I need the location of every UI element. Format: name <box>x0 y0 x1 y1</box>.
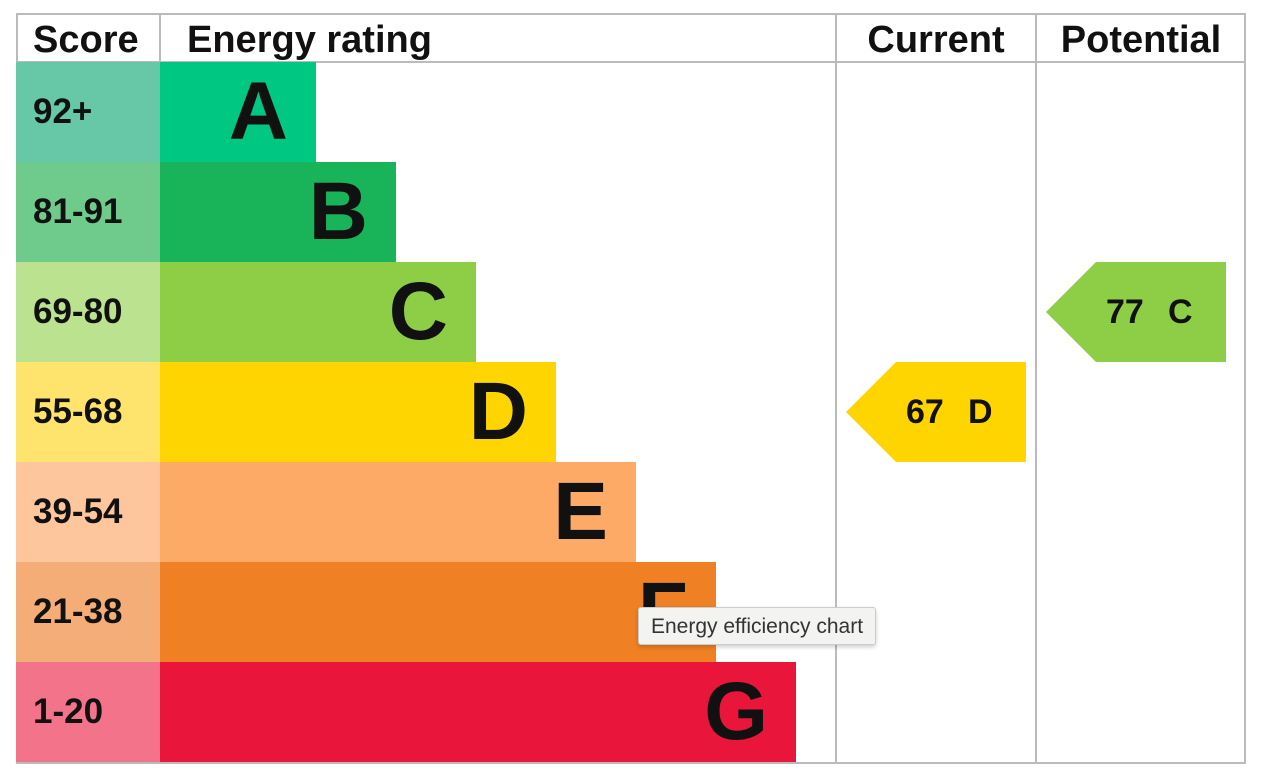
column-line <box>1035 13 1037 764</box>
current-score: 67 <box>906 393 944 431</box>
arrow-shape <box>846 362 1026 462</box>
arrow-shape <box>1046 262 1226 362</box>
potential-letter: C <box>1168 293 1193 331</box>
rating-bar: F <box>160 562 716 662</box>
column-line <box>835 13 837 764</box>
rating-bar: C <box>160 262 476 362</box>
current-letter: D <box>968 393 993 431</box>
score-cell: 21-38 <box>16 562 160 662</box>
header-line <box>16 61 1246 63</box>
score-cell: 1-20 <box>16 662 160 762</box>
potential-score: 77 <box>1106 293 1144 331</box>
score-cell: 55-68 <box>16 362 160 462</box>
score-cell: 92+ <box>16 62 160 162</box>
rating-header: Energy rating <box>187 19 432 61</box>
rating-bar: G <box>160 662 796 762</box>
tooltip: Energy efficiency chart <box>638 607 877 645</box>
score-cell: 39-54 <box>16 462 160 562</box>
column-line <box>159 13 161 63</box>
score-cell: 69-80 <box>16 262 160 362</box>
rating-bar: D <box>160 362 556 462</box>
potential-header: Potential <box>1060 19 1222 61</box>
score-cell: 81-91 <box>16 162 160 262</box>
rating-bar: B <box>160 162 396 262</box>
score-header: Score <box>33 19 139 61</box>
rating-bar: A <box>160 62 316 162</box>
potential-arrow <box>1046 262 1226 362</box>
current-arrow <box>846 362 1026 462</box>
current-header: Current <box>867 19 1005 61</box>
rating-bar: E <box>160 462 636 562</box>
